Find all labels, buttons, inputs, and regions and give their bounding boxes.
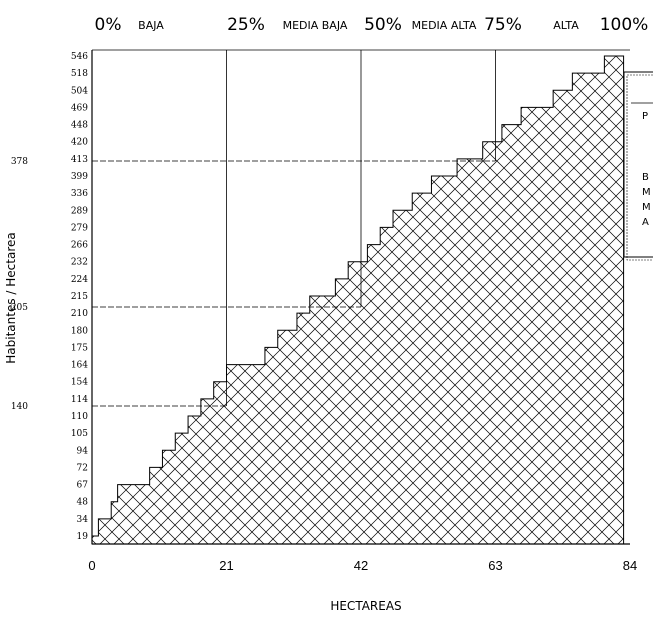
- threshold-label: 378: [11, 157, 28, 167]
- y-tick-label: 469: [71, 103, 88, 113]
- y-tick-label: 266: [71, 241, 88, 251]
- y-tick-label: 72: [77, 463, 88, 473]
- y-tick-label: 110: [71, 412, 88, 422]
- legend-entry: B: [642, 172, 649, 183]
- x-tick-label: 63: [488, 558, 502, 573]
- x-axis-label: HECTAREAS: [330, 599, 401, 613]
- y-tick-label: 215: [71, 292, 88, 302]
- legend-frame: [623, 71, 653, 258]
- y-tick-label: 210: [71, 309, 88, 319]
- x-tick-labels: 0 21 42 63 84: [88, 558, 637, 573]
- y-tick-label: 546: [71, 52, 88, 62]
- legend-frame-shadow: [626, 74, 653, 261]
- y-axis-label: Habitantes / Hectarea: [4, 232, 18, 363]
- y-tick-labels: 19 34 48 67 72 94 105 110 114 154 164 175 180 210 215 2…: [71, 52, 88, 542]
- percent-label: 75%: [484, 15, 522, 35]
- threshold-label: 140: [11, 402, 28, 412]
- y-tick-label: 289: [71, 206, 88, 216]
- y-tick-label: 34: [77, 515, 89, 525]
- y-tick-label: 399: [71, 172, 88, 182]
- x-tick-label: 84: [623, 558, 637, 573]
- y-tick-label: 232: [71, 258, 88, 268]
- legend-entry: P: [642, 111, 648, 122]
- zone-label: MEDIA ALTA: [412, 19, 477, 32]
- y-tick-label: 279: [71, 223, 88, 233]
- y-tick-label: 518: [71, 69, 88, 79]
- zone-label: BAJA: [138, 19, 164, 32]
- x-tick-label: 21: [219, 558, 233, 573]
- zone-label: MEDIA BAJA: [283, 19, 348, 32]
- legend-entry: M: [642, 202, 651, 213]
- threshold-labels: 140 205 378: [11, 157, 28, 412]
- legend-entry: M: [642, 187, 651, 198]
- x-tick-label: 0: [88, 558, 95, 573]
- y-tick-label: 164: [71, 361, 88, 371]
- y-tick-label: 94: [77, 446, 89, 456]
- y-tick-label: 154: [71, 378, 88, 388]
- percent-label: 100%: [600, 15, 649, 35]
- threshold-label: 205: [11, 303, 28, 313]
- percent-label: 50%: [364, 15, 402, 35]
- y-tick-label: 19: [77, 532, 89, 542]
- cumulative-area: [91, 55, 625, 545]
- y-tick-label: 175: [71, 343, 88, 353]
- y-tick-label: 336: [71, 189, 88, 199]
- percent-label: 25%: [227, 15, 265, 35]
- y-tick-label: 413: [71, 155, 88, 165]
- y-tick-label: 48: [77, 498, 89, 508]
- y-tick-label: 180: [71, 326, 88, 336]
- zone-label: ALTA: [553, 19, 579, 32]
- y-tick-label: 67: [77, 481, 89, 491]
- y-tick-label: 504: [71, 86, 88, 96]
- percentile-header: 0% 25% 50% 75% 100% BAJA MEDIA BAJA MEDIA ALTA A…: [95, 15, 649, 35]
- legend-entry: A: [642, 217, 649, 228]
- percent-label: 0%: [95, 15, 122, 35]
- y-tick-label: 420: [71, 138, 88, 148]
- y-tick-label: 114: [71, 395, 88, 405]
- area-series-steps: [91, 55, 625, 545]
- y-tick-label: 105: [71, 429, 88, 439]
- y-tick-label: 224: [71, 275, 88, 285]
- y-tick-label: 448: [71, 121, 88, 131]
- x-tick-label: 42: [354, 558, 368, 573]
